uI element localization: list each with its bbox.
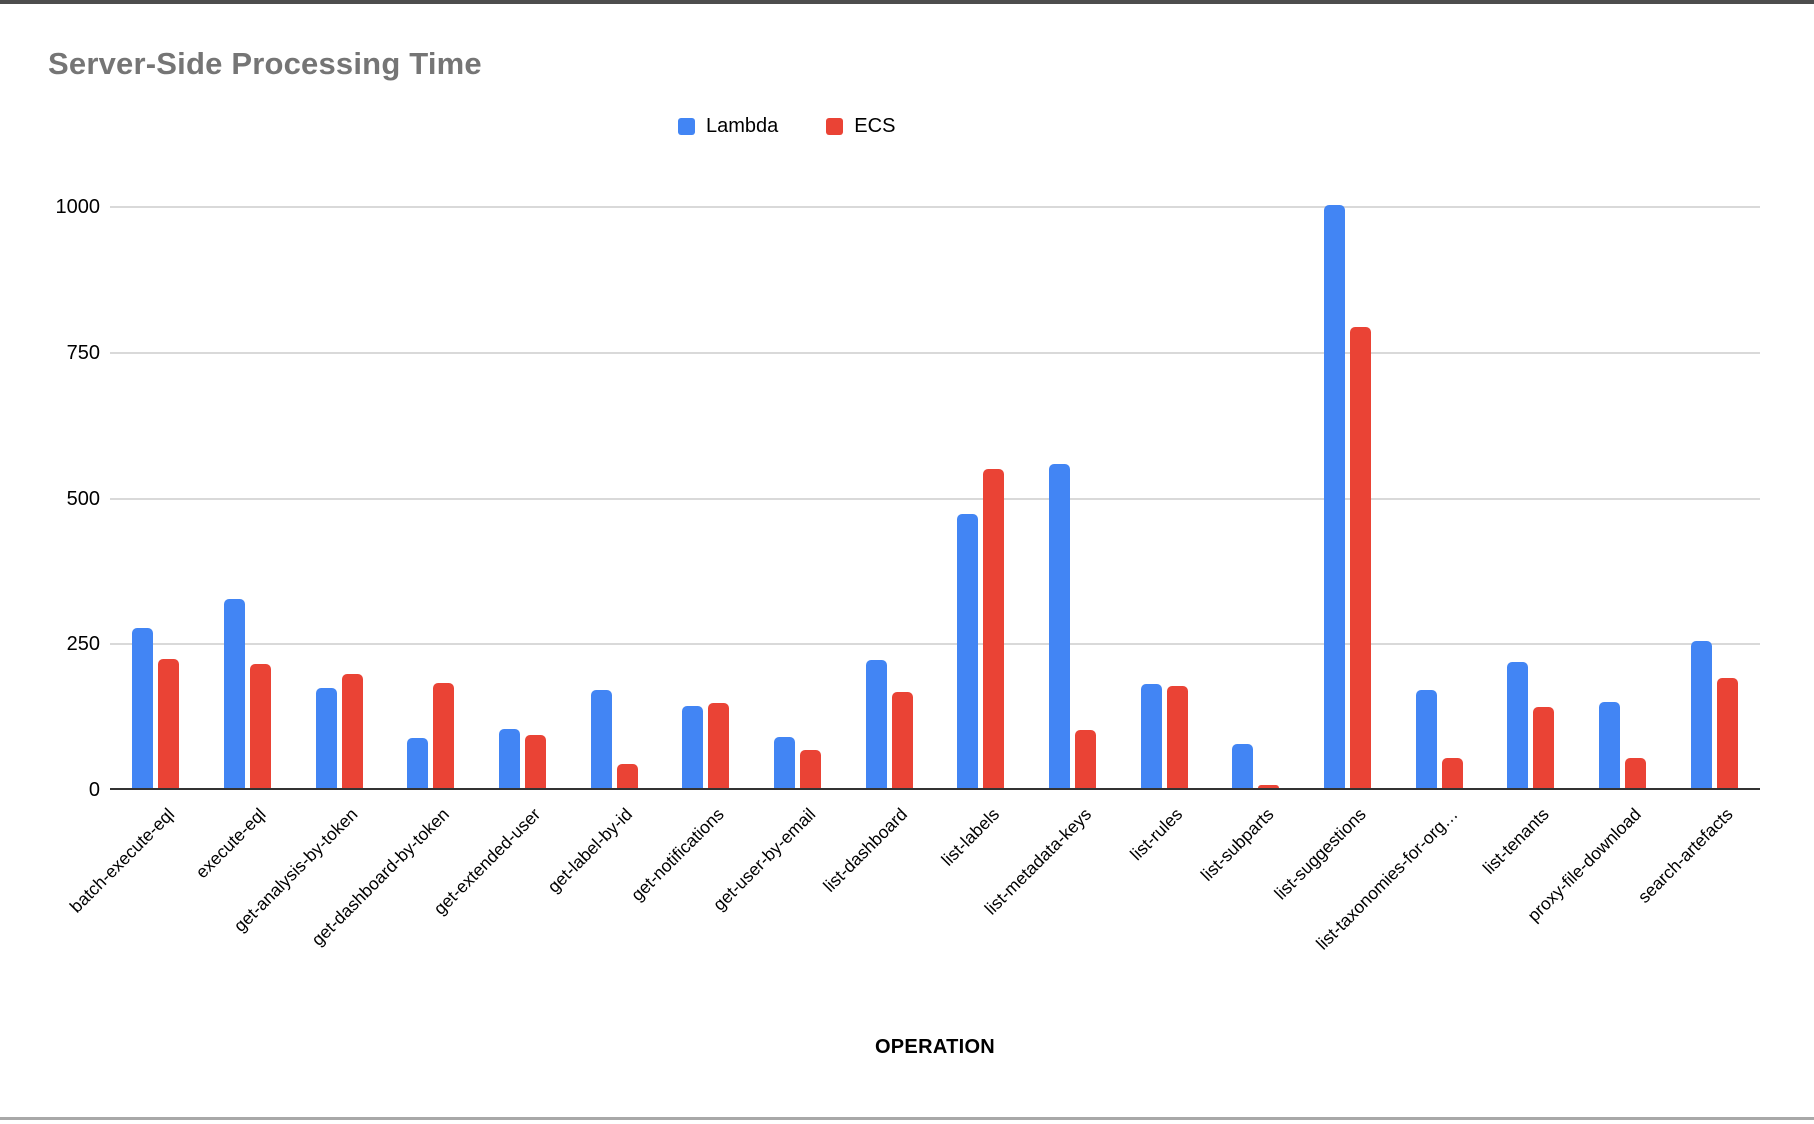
bar-lambda-get-analysis-by-token[interactable] [315,687,337,788]
bar-group-list-tenants [1485,207,1577,788]
x-axis-label-list-labels: list-labels [937,804,1003,870]
bar-ecs-get-user-by-email[interactable] [799,750,821,788]
lambda-swatch-icon [678,118,695,135]
x-axis-label-get-notifications: get-notifications [627,804,728,905]
bar-ecs-batch-execute-eql[interactable] [158,658,180,788]
bar-ecs-list-tenants[interactable] [1533,706,1555,788]
x-axis-label-list-dashboard: list-dashboard [819,804,912,896]
bar-group-list-taxonomies-for-org [1393,207,1485,788]
bar-lambda-list-suggestions[interactable] [1323,205,1345,788]
x-axis-label-list-suggestions: list-suggestions [1270,804,1370,904]
legend-item-ecs[interactable]: ECS [826,115,895,138]
bar-ecs-proxy-file-download[interactable] [1624,758,1646,788]
y-tick-label-750: 750 [66,341,100,364]
bar-lambda-list-labels[interactable] [957,514,979,788]
bar-ecs-get-dashboard-by-token[interactable] [433,683,455,788]
window-top-edge [0,0,1814,4]
bar-lambda-list-subparts[interactable] [1232,744,1254,788]
legend: Lambda ECS [678,115,895,138]
bar-ecs-list-suggestions[interactable] [1349,327,1371,788]
x-axis-label-list-tenants: list-tenants [1478,804,1553,878]
bar-ecs-get-extended-user[interactable] [524,734,546,788]
bar-lambda-search-artefacts[interactable] [1690,640,1712,788]
bar-group-execute-eql [202,207,294,788]
bar-ecs-list-taxonomies-for-org[interactable] [1441,758,1463,788]
bar-lambda-get-label-by-id[interactable] [590,690,612,788]
bar-lambda-list-taxonomies-for-org[interactable] [1415,690,1437,788]
bar-group-list-labels [935,207,1027,788]
bar-lambda-list-rules[interactable] [1140,683,1162,788]
bar-lambda-get-extended-user[interactable] [498,728,520,788]
bar-ecs-list-dashboard[interactable] [891,692,913,788]
x-axis-label-search-artefacts: search-artefacts [1633,804,1737,907]
y-gridline-250 [110,643,1760,646]
x-axis-label-execute-eql: execute-eql [191,804,270,883]
chart-title: Server-Side Processing Time [48,46,482,81]
bar-ecs-search-artefacts[interactable] [1716,678,1738,788]
bar-ecs-get-analysis-by-token[interactable] [341,673,363,788]
legend-label-ecs: ECS [854,115,896,137]
bar-ecs-execute-eql[interactable] [249,664,271,788]
plot-area: 0 250 500 750 1000 batch-execute-eql execute-e… [56,196,1760,954]
bar-lambda-get-notifications[interactable] [682,706,704,788]
y-tick-label-1000: 1000 [55,196,101,218]
bar-group-list-suggestions [1302,205,1394,788]
bar-group-proxy-file-download [1577,207,1669,788]
bar-group-batch-execute-eql [110,207,202,788]
bar-group-search-artefacts [1668,207,1760,788]
y-gridline-750 [110,351,1760,354]
ecs-swatch-icon [826,118,844,135]
x-axis-label-list-subparts: list-subparts [1197,804,1278,885]
bar-lambda-get-dashboard-by-token[interactable] [407,737,429,788]
bar-group-list-metadata-keys [1027,207,1119,788]
bar-group-get-analysis-by-token [293,207,385,788]
legend-label-lambda: Lambda [706,115,779,137]
bar-lambda-get-user-by-email[interactable] [773,737,795,788]
bar-group-get-dashboard-by-token [385,207,477,788]
bar-ecs-list-subparts[interactable] [1258,785,1280,788]
bar-group-get-notifications [660,207,752,788]
x-axis-label-get-label-by-id: get-label-by-id [543,804,637,897]
bar-group-list-subparts [1210,207,1302,788]
y-tick-label-250: 250 [66,633,100,656]
y-tick-label-500: 500 [66,487,100,510]
bar-lambda-list-dashboard[interactable] [865,659,887,788]
bar-lambda-list-tenants[interactable] [1507,661,1529,788]
bar-ecs-get-notifications[interactable] [708,702,730,788]
bar-ecs-get-label-by-id[interactable] [616,764,638,788]
y-gridline-500 [110,497,1760,500]
x-axis-label-batch-execute-eql: batch-execute-eql [65,804,178,917]
bar-group-list-dashboard [843,207,935,788]
bar-lambda-list-metadata-keys[interactable] [1048,463,1070,788]
bar-group-get-label-by-id [568,207,660,788]
bar-group-get-extended-user [477,207,569,788]
bar-lambda-proxy-file-download[interactable] [1598,702,1620,788]
x-axis-title: OPERATION [874,1036,996,1058]
bar-ecs-list-rules[interactable] [1166,685,1188,788]
bar-group-get-user-by-email [752,207,844,788]
bar-ecs-list-labels[interactable] [983,468,1005,788]
bar-group-list-rules [1118,207,1210,788]
window-bottom-edge [0,1117,1814,1120]
y-tick-label-0: 0 [88,779,100,801]
bar-ecs-list-metadata-keys[interactable] [1074,729,1096,788]
bar-lambda-execute-eql[interactable] [223,599,245,788]
x-axis-label-list-rules: list-rules [1126,804,1187,865]
bar-lambda-batch-execute-eql[interactable] [132,627,154,788]
legend-item-lambda[interactable]: Lambda [678,115,778,138]
y-gridline-1000 [110,206,1760,208]
